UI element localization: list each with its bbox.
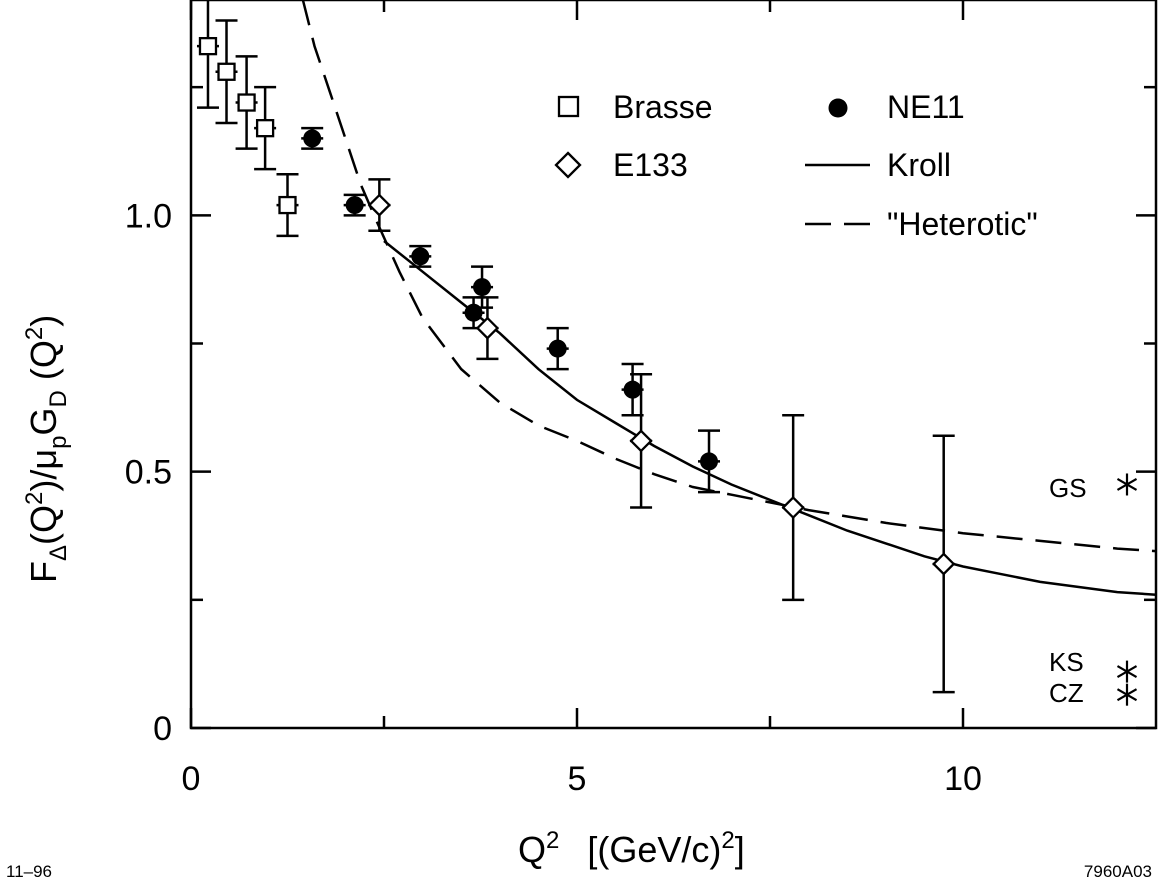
square-marker (237, 93, 256, 112)
y-title-f: F (23, 561, 64, 583)
square-marker (255, 119, 275, 138)
e133-point (781, 414, 805, 602)
asterisk-stroke (1116, 478, 1138, 491)
circle-marker (473, 278, 492, 297)
y-tick-label: 1.0 (125, 197, 172, 235)
y-title-mu: )/μ (23, 449, 64, 492)
y-title-q-sup: 2 (21, 492, 48, 505)
ne11-point (471, 265, 494, 309)
ne11-point (343, 193, 366, 217)
legend-marker-brasse (557, 95, 580, 118)
model-curves (301, 0, 1157, 596)
diamond-marker (629, 429, 653, 453)
x-tick-label: 0 (182, 760, 201, 798)
theory-predictions: GS KS CZ (1049, 473, 1138, 708)
brasse-point (254, 85, 277, 171)
y-title-q2: (Q (23, 340, 64, 390)
x-title-units: [(GeV/c) (587, 829, 721, 870)
y-title-d-sub: D (45, 390, 72, 407)
heterotic-curve (301, 0, 1157, 553)
legend-label-kroll: Kroll (887, 147, 951, 183)
e133-point (629, 373, 653, 509)
prediction-star-icons (1116, 473, 1138, 706)
y-tick-label: 0.5 (125, 454, 172, 492)
legend-label-ne11: NE11 (887, 89, 965, 125)
circle-marker (411, 247, 430, 266)
y-title-delta-sub: Δ (45, 545, 72, 561)
legend-label-e133: E133 (613, 147, 688, 183)
corner-label-date: 11–96 (6, 862, 52, 881)
y-axis-title: FΔ(Q2)/μpGD (Q2) (21, 315, 72, 583)
e133-point (932, 434, 956, 694)
kroll-curve (383, 240, 1157, 596)
diamond-marker (475, 316, 500, 340)
plot-frame (189, 0, 1158, 730)
e133-point (367, 178, 391, 232)
asterisk-stroke (1116, 665, 1138, 679)
y-title-g: G (23, 408, 64, 436)
ne11-point (409, 244, 432, 268)
prediction-label-cz: CZ (1049, 678, 1084, 708)
prediction-label-gs: GS (1049, 473, 1087, 503)
ne11-point (301, 126, 324, 150)
circle-marker (623, 380, 642, 399)
circle-marker (345, 196, 364, 215)
x-tick-label: 5 (568, 760, 587, 798)
legend-marker-e133 (554, 151, 582, 179)
circle-marker (303, 129, 322, 148)
asterisk-stroke (1116, 688, 1138, 702)
axis-ticks: 0 5 10 0 0.5 1.0 (125, 0, 1156, 798)
y-title-q2-sup: 2 (21, 327, 48, 340)
e133-point (475, 296, 500, 361)
square-marker (198, 36, 218, 56)
legend-label-heterotic: "Heterotic" (887, 206, 1038, 242)
ne11-point (698, 429, 721, 494)
legend-label-brasse: Brasse (613, 89, 713, 125)
x-title-q: Q (518, 829, 546, 870)
circle-marker (700, 452, 719, 471)
corner-label-figure-id: 7960A03 (1084, 862, 1152, 881)
x-axis-title: Q2 [(GeV/c)2] (518, 827, 745, 870)
square-marker (278, 195, 297, 215)
brasse-point (235, 55, 258, 150)
diamond-marker (367, 193, 391, 217)
x-title-units-sup: 2 (721, 827, 734, 854)
brasse-point (196, 0, 219, 109)
brasse-point (215, 19, 238, 125)
x-title-close: ] (735, 829, 745, 870)
x-tick-label: 10 (944, 760, 982, 798)
legend: Brasse NE11 E133 Kroll "Heterotic" (554, 89, 1038, 242)
diamond-marker (932, 552, 956, 576)
data-points (196, 0, 956, 694)
circle-marker (548, 339, 567, 358)
y-title-q: (Q (23, 505, 64, 545)
legend-marker-ne11 (828, 98, 848, 118)
asterisk-icon (1116, 473, 1138, 496)
brasse-point (276, 173, 299, 238)
x-title-sup: 2 (546, 827, 559, 854)
y-title-p-sub: p (45, 436, 72, 449)
square-marker (217, 62, 236, 81)
ne11-point (546, 326, 569, 371)
diamond-marker (781, 495, 805, 520)
y-title-close: ) (23, 315, 64, 327)
prediction-label-ks: KS (1049, 647, 1084, 677)
y-tick-label: 0 (153, 710, 172, 748)
asterisk-icon (1116, 660, 1138, 683)
asterisk-icon (1116, 683, 1138, 706)
